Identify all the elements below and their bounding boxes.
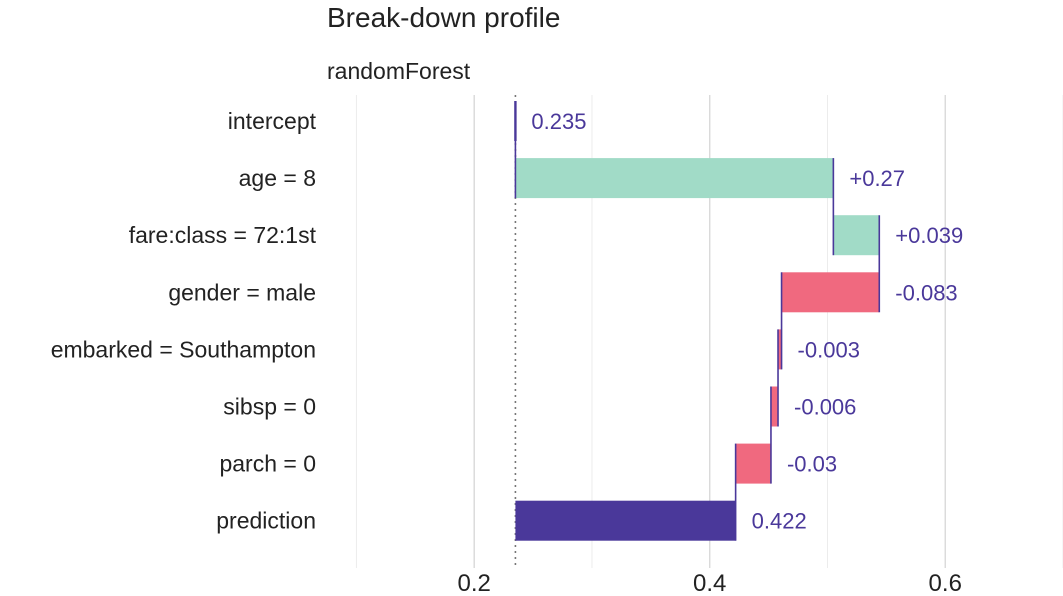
chart-title: Break-down profile (327, 2, 560, 33)
category-labels: intercept age = 8 fare:class = 72:1st gende… (51, 108, 317, 534)
value-label: -0.03 (787, 452, 837, 477)
value-label: -0.083 (895, 280, 957, 305)
chart-subtitle: randomForest (327, 58, 471, 84)
x-tick-label: 0.4 (693, 570, 726, 596)
value-label: +0.27 (849, 166, 905, 191)
bar-embarked-southampton (778, 329, 782, 370)
x-tick-labels: 0.2 0.4 0.6 (458, 570, 962, 596)
value-label: 0.235 (531, 109, 586, 134)
category-label-intercept: intercept (228, 108, 317, 134)
category-label-parch-0: parch = 0 (219, 451, 316, 477)
bar-gender-male (781, 272, 880, 313)
category-label-embarked-southampton: embarked = Southampton (51, 336, 316, 362)
value-label: +0.039 (895, 223, 963, 248)
value-label: -0.006 (794, 395, 856, 420)
value-label: 0.422 (752, 509, 807, 534)
bar-prediction (515, 500, 736, 541)
category-label-sibsp-0: sibsp = 0 (223, 394, 316, 420)
bars (514, 101, 880, 541)
category-label-age-8: age = 8 (239, 165, 316, 191)
category-label-prediction: prediction (216, 508, 316, 534)
category-label-fare-class-72-1st: fare:class = 72:1st (129, 222, 317, 248)
connector-lines (514, 101, 881, 541)
value-label: -0.003 (798, 337, 860, 362)
bar-fare-class-72-1st (833, 215, 880, 256)
category-label-gender-male: gender = male (168, 279, 316, 305)
bar-sibsp-0 (770, 386, 779, 427)
x-tick-label: 0.6 (929, 570, 962, 596)
value-labels: 0.235 +0.27 +0.039 -0.083 -0.003 -0.006 -0.03 0… (531, 109, 963, 534)
bar-parch-0 (735, 443, 771, 484)
bar-age-8 (515, 158, 834, 199)
x-tick-label: 0.2 (458, 570, 491, 596)
